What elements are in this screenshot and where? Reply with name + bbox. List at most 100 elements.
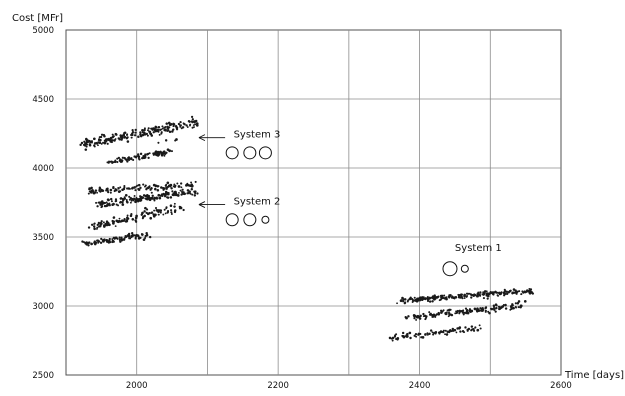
data-point <box>157 152 160 156</box>
data-point <box>93 137 96 141</box>
data-point <box>114 198 118 201</box>
data-point <box>189 123 192 126</box>
data-point <box>463 297 466 300</box>
y-tick-label: 4000 <box>32 164 54 174</box>
data-point <box>149 188 152 191</box>
data-point <box>417 333 420 336</box>
data-point <box>174 184 177 187</box>
data-point <box>178 192 180 194</box>
data-point <box>140 213 143 216</box>
data-point <box>122 199 125 202</box>
data-point <box>185 124 188 127</box>
data-point <box>150 127 153 130</box>
data-point <box>484 309 487 312</box>
data-point <box>108 202 111 205</box>
data-point <box>157 141 160 144</box>
data-point <box>470 296 473 299</box>
data-point <box>112 220 116 223</box>
data-point <box>165 206 168 209</box>
data-point <box>97 141 100 144</box>
data-point <box>90 189 93 192</box>
data-point <box>443 297 446 300</box>
data-point <box>403 301 407 305</box>
data-point <box>144 197 147 200</box>
data-point <box>141 217 144 220</box>
data-point <box>82 241 86 244</box>
data-point <box>84 242 87 245</box>
data-point <box>512 288 516 291</box>
data-point <box>447 315 450 318</box>
x-tick-label: 2600 <box>550 381 572 391</box>
data-point <box>108 223 111 227</box>
data-point <box>119 136 122 139</box>
data-point <box>133 186 136 189</box>
annotation-circle-marker <box>261 215 270 224</box>
data-point <box>105 189 108 192</box>
data-point <box>141 233 144 236</box>
data-point <box>443 294 446 297</box>
data-point <box>122 219 126 222</box>
data-point <box>429 329 433 332</box>
data-point <box>434 315 437 318</box>
data-point <box>114 132 118 136</box>
data-point <box>123 217 126 221</box>
data-point <box>121 188 124 192</box>
annotation-circle-marker <box>225 146 239 160</box>
data-point <box>191 193 194 196</box>
data-point <box>125 158 128 161</box>
data-point <box>170 213 173 216</box>
data-point <box>98 201 101 204</box>
data-points <box>79 115 535 342</box>
data-point <box>161 194 164 198</box>
data-point <box>178 205 181 208</box>
data-point <box>160 132 163 135</box>
data-point <box>147 129 149 132</box>
data-point <box>454 312 457 315</box>
data-point <box>116 237 119 240</box>
data-point <box>163 195 167 198</box>
data-point <box>388 336 392 340</box>
data-point <box>426 299 430 302</box>
data-point <box>426 332 429 335</box>
data-point <box>170 209 173 212</box>
data-point <box>121 197 125 201</box>
data-point <box>89 140 93 143</box>
data-point <box>116 160 119 164</box>
data-point <box>506 292 509 295</box>
data-point <box>419 314 422 318</box>
y-axis-ticks: 2500 3000 3500 4000 4500 5000 <box>32 26 54 381</box>
data-point <box>135 185 138 188</box>
data-point <box>159 211 162 214</box>
data-point <box>463 294 466 298</box>
data-point <box>166 196 170 199</box>
data-point <box>124 193 128 197</box>
data-point <box>144 153 147 156</box>
data-point <box>107 198 110 202</box>
data-point <box>402 336 406 339</box>
data-point <box>163 208 166 211</box>
data-point <box>438 332 441 335</box>
data-point <box>166 125 169 129</box>
data-point <box>476 307 479 311</box>
data-point <box>85 139 88 143</box>
data-point <box>100 206 103 209</box>
data-point <box>195 122 199 125</box>
system-2-point-series <box>81 180 199 247</box>
data-point <box>126 216 129 220</box>
data-point <box>135 216 138 219</box>
data-point <box>464 307 468 310</box>
data-point <box>486 297 489 300</box>
data-point <box>485 290 488 293</box>
data-point <box>187 184 190 187</box>
data-point <box>476 294 479 298</box>
data-point <box>483 290 487 293</box>
data-point <box>170 187 173 190</box>
data-point <box>518 290 521 293</box>
data-point <box>517 306 520 309</box>
data-point <box>413 317 416 320</box>
data-point <box>119 186 122 189</box>
data-point <box>118 217 121 220</box>
data-point <box>422 312 425 316</box>
data-point <box>83 140 86 143</box>
data-point <box>406 334 409 338</box>
